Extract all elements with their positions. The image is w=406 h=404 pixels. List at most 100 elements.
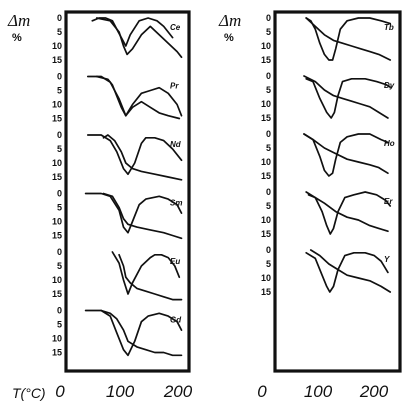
left-element-label-sm: Sm xyxy=(170,199,182,208)
left-panel-eu: 0 5 10 15 Eu xyxy=(52,247,183,301)
right-ytick-ho-10: 10 xyxy=(261,157,271,167)
right-xticks: 0 100 200 xyxy=(257,382,388,401)
right-curve-y-1 xyxy=(305,251,389,293)
right-curve-y-2 xyxy=(309,249,392,293)
right-panel-y: 0 5 10 15 Y xyxy=(261,245,392,297)
left-panel-gd: 0 5 10 15 Gd xyxy=(52,306,183,358)
right-panel-tb: 0 5 10 15 Tb xyxy=(261,13,394,65)
right-ytick-ho-0: 0 xyxy=(266,129,271,139)
right-ytick-ho-5: 5 xyxy=(266,143,271,153)
right-xtick-0: 0 xyxy=(257,382,267,401)
left-xticks: 0 100 200 xyxy=(55,382,192,401)
left-ytick-gd-10: 10 xyxy=(52,334,62,344)
right-panels: 0 5 10 15 Tb 0 5 10 15 Dy 0 5 10 15 Ho 0 5 10 15 Er 0 5 10 15 Y xyxy=(261,13,395,297)
left-curve-ce-1 xyxy=(95,17,183,59)
left-ytick-ce-10: 10 xyxy=(52,41,62,51)
left-curve-pr-1 xyxy=(86,75,183,117)
left-chart: Δm % 0 5 10 15 Ce 0 5 10 15 Pr 0 5 10 15 Nd 0 5 10 15 Sm 0 5 1… xyxy=(7,10,193,401)
left-element-label-ce: Ce xyxy=(170,23,181,32)
right-panel-dy: 0 5 10 15 Dy xyxy=(261,71,395,123)
left-curve-nd-1 xyxy=(86,134,183,176)
right-yunit-percent: % xyxy=(224,32,234,44)
left-curve-gd-2 xyxy=(100,309,183,357)
right-element-label-tb: Tb xyxy=(384,23,394,32)
left-element-label-pr: Pr xyxy=(170,82,179,91)
right-panel-er: 0 5 10 15 Er xyxy=(261,187,393,239)
left-ylabel: Δm xyxy=(7,11,30,30)
left-chart-frame xyxy=(64,10,191,373)
right-ytick-dy-10: 10 xyxy=(261,99,271,109)
right-element-label-dy: Dy xyxy=(384,81,395,90)
left-curve-ce-2 xyxy=(91,17,174,47)
left-ytick-nd-5: 5 xyxy=(57,144,62,154)
left-ytick-ce-5: 5 xyxy=(57,27,62,37)
right-chart-frame xyxy=(273,10,402,373)
left-panel-sm: 0 5 10 15 Sm xyxy=(52,189,182,241)
right-ytick-er-5: 5 xyxy=(266,201,271,211)
left-ytick-eu-0: 0 xyxy=(57,247,62,257)
left-xtick-0: 0 xyxy=(55,382,65,401)
right-curve-dy-1 xyxy=(305,77,392,119)
left-panels: 0 5 10 15 Ce 0 5 10 15 Pr 0 5 10 15 Nd 0 5 10 15 Sm 0 5 10 15 Eu… xyxy=(52,13,182,358)
right-chart: Δm % 0 5 10 15 Tb 0 5 10 15 Dy 0 5 10 15 Ho 0 5 10 15 Er 0 5 1… xyxy=(218,10,402,401)
right-ytick-y-10: 10 xyxy=(261,273,271,283)
left-curve-eu-2 xyxy=(118,253,183,301)
right-element-label-y: Y xyxy=(384,255,390,264)
left-ytick-nd-0: 0 xyxy=(57,130,62,140)
left-ytick-gd-15: 15 xyxy=(52,348,62,358)
left-ytick-eu-15: 15 xyxy=(52,289,62,299)
left-xtick-100: 100 xyxy=(106,382,135,401)
left-ytick-sm-10: 10 xyxy=(52,217,62,227)
left-ytick-sm-0: 0 xyxy=(57,189,62,199)
right-ytick-ho-15: 15 xyxy=(261,171,271,181)
left-ytick-ce-0: 0 xyxy=(57,13,62,23)
right-element-label-er: Er xyxy=(384,197,393,206)
right-panel-ho: 0 5 10 15 Ho xyxy=(261,129,395,181)
right-ytick-dy-0: 0 xyxy=(266,71,271,81)
left-ytick-eu-5: 5 xyxy=(57,261,62,271)
right-ytick-dy-15: 15 xyxy=(261,113,271,123)
right-curve-dy-2 xyxy=(303,75,389,119)
left-element-label-eu: Eu xyxy=(170,257,180,266)
right-curve-tb-1 xyxy=(305,17,392,61)
left-ytick-pr-10: 10 xyxy=(52,100,62,110)
left-panel-nd: 0 5 10 15 Nd xyxy=(52,130,183,182)
right-ytick-y-0: 0 xyxy=(266,245,271,255)
left-curve-pr-2 xyxy=(95,75,181,120)
right-ytick-er-15: 15 xyxy=(261,229,271,239)
left-panel-pr: 0 5 10 15 Pr xyxy=(52,72,183,124)
right-ytick-er-10: 10 xyxy=(261,215,271,225)
left-ytick-pr-15: 15 xyxy=(52,114,62,124)
right-ytick-y-5: 5 xyxy=(266,259,271,269)
left-element-label-nd: Nd xyxy=(170,140,182,149)
right-xtick-100: 100 xyxy=(304,382,333,401)
left-panel-ce: 0 5 10 15 Ce xyxy=(52,13,183,65)
right-curve-tb-2 xyxy=(305,17,392,61)
left-element-label-gd: Gd xyxy=(170,316,182,325)
right-ytick-tb-0: 0 xyxy=(266,13,271,23)
right-ytick-y-15: 15 xyxy=(261,287,271,297)
left-ytick-pr-0: 0 xyxy=(57,72,62,82)
left-ytick-sm-15: 15 xyxy=(52,231,62,241)
left-ytick-nd-10: 10 xyxy=(52,158,62,168)
right-ytick-dy-5: 5 xyxy=(266,85,271,95)
left-ytick-nd-15: 15 xyxy=(52,172,62,182)
left-xlabel: T(°C) xyxy=(12,385,46,401)
right-curve-er-2 xyxy=(305,191,389,233)
right-curve-ho-2 xyxy=(303,133,389,175)
right-ytick-tb-5: 5 xyxy=(266,27,271,37)
right-xtick-200: 200 xyxy=(359,382,389,401)
left-ytick-gd-5: 5 xyxy=(57,320,62,330)
left-ytick-ce-15: 15 xyxy=(52,55,62,65)
right-curve-er-1 xyxy=(307,191,392,235)
left-ytick-pr-5: 5 xyxy=(57,86,62,96)
right-element-label-ho: Ho xyxy=(384,139,395,148)
left-xtick-200: 200 xyxy=(163,382,193,401)
left-curve-eu-1 xyxy=(111,251,181,295)
left-curve-gd-1 xyxy=(84,309,183,357)
right-ytick-er-0: 0 xyxy=(266,187,271,197)
left-ytick-sm-5: 5 xyxy=(57,203,62,213)
left-ytick-eu-10: 10 xyxy=(52,275,62,285)
right-ytick-tb-10: 10 xyxy=(261,41,271,51)
